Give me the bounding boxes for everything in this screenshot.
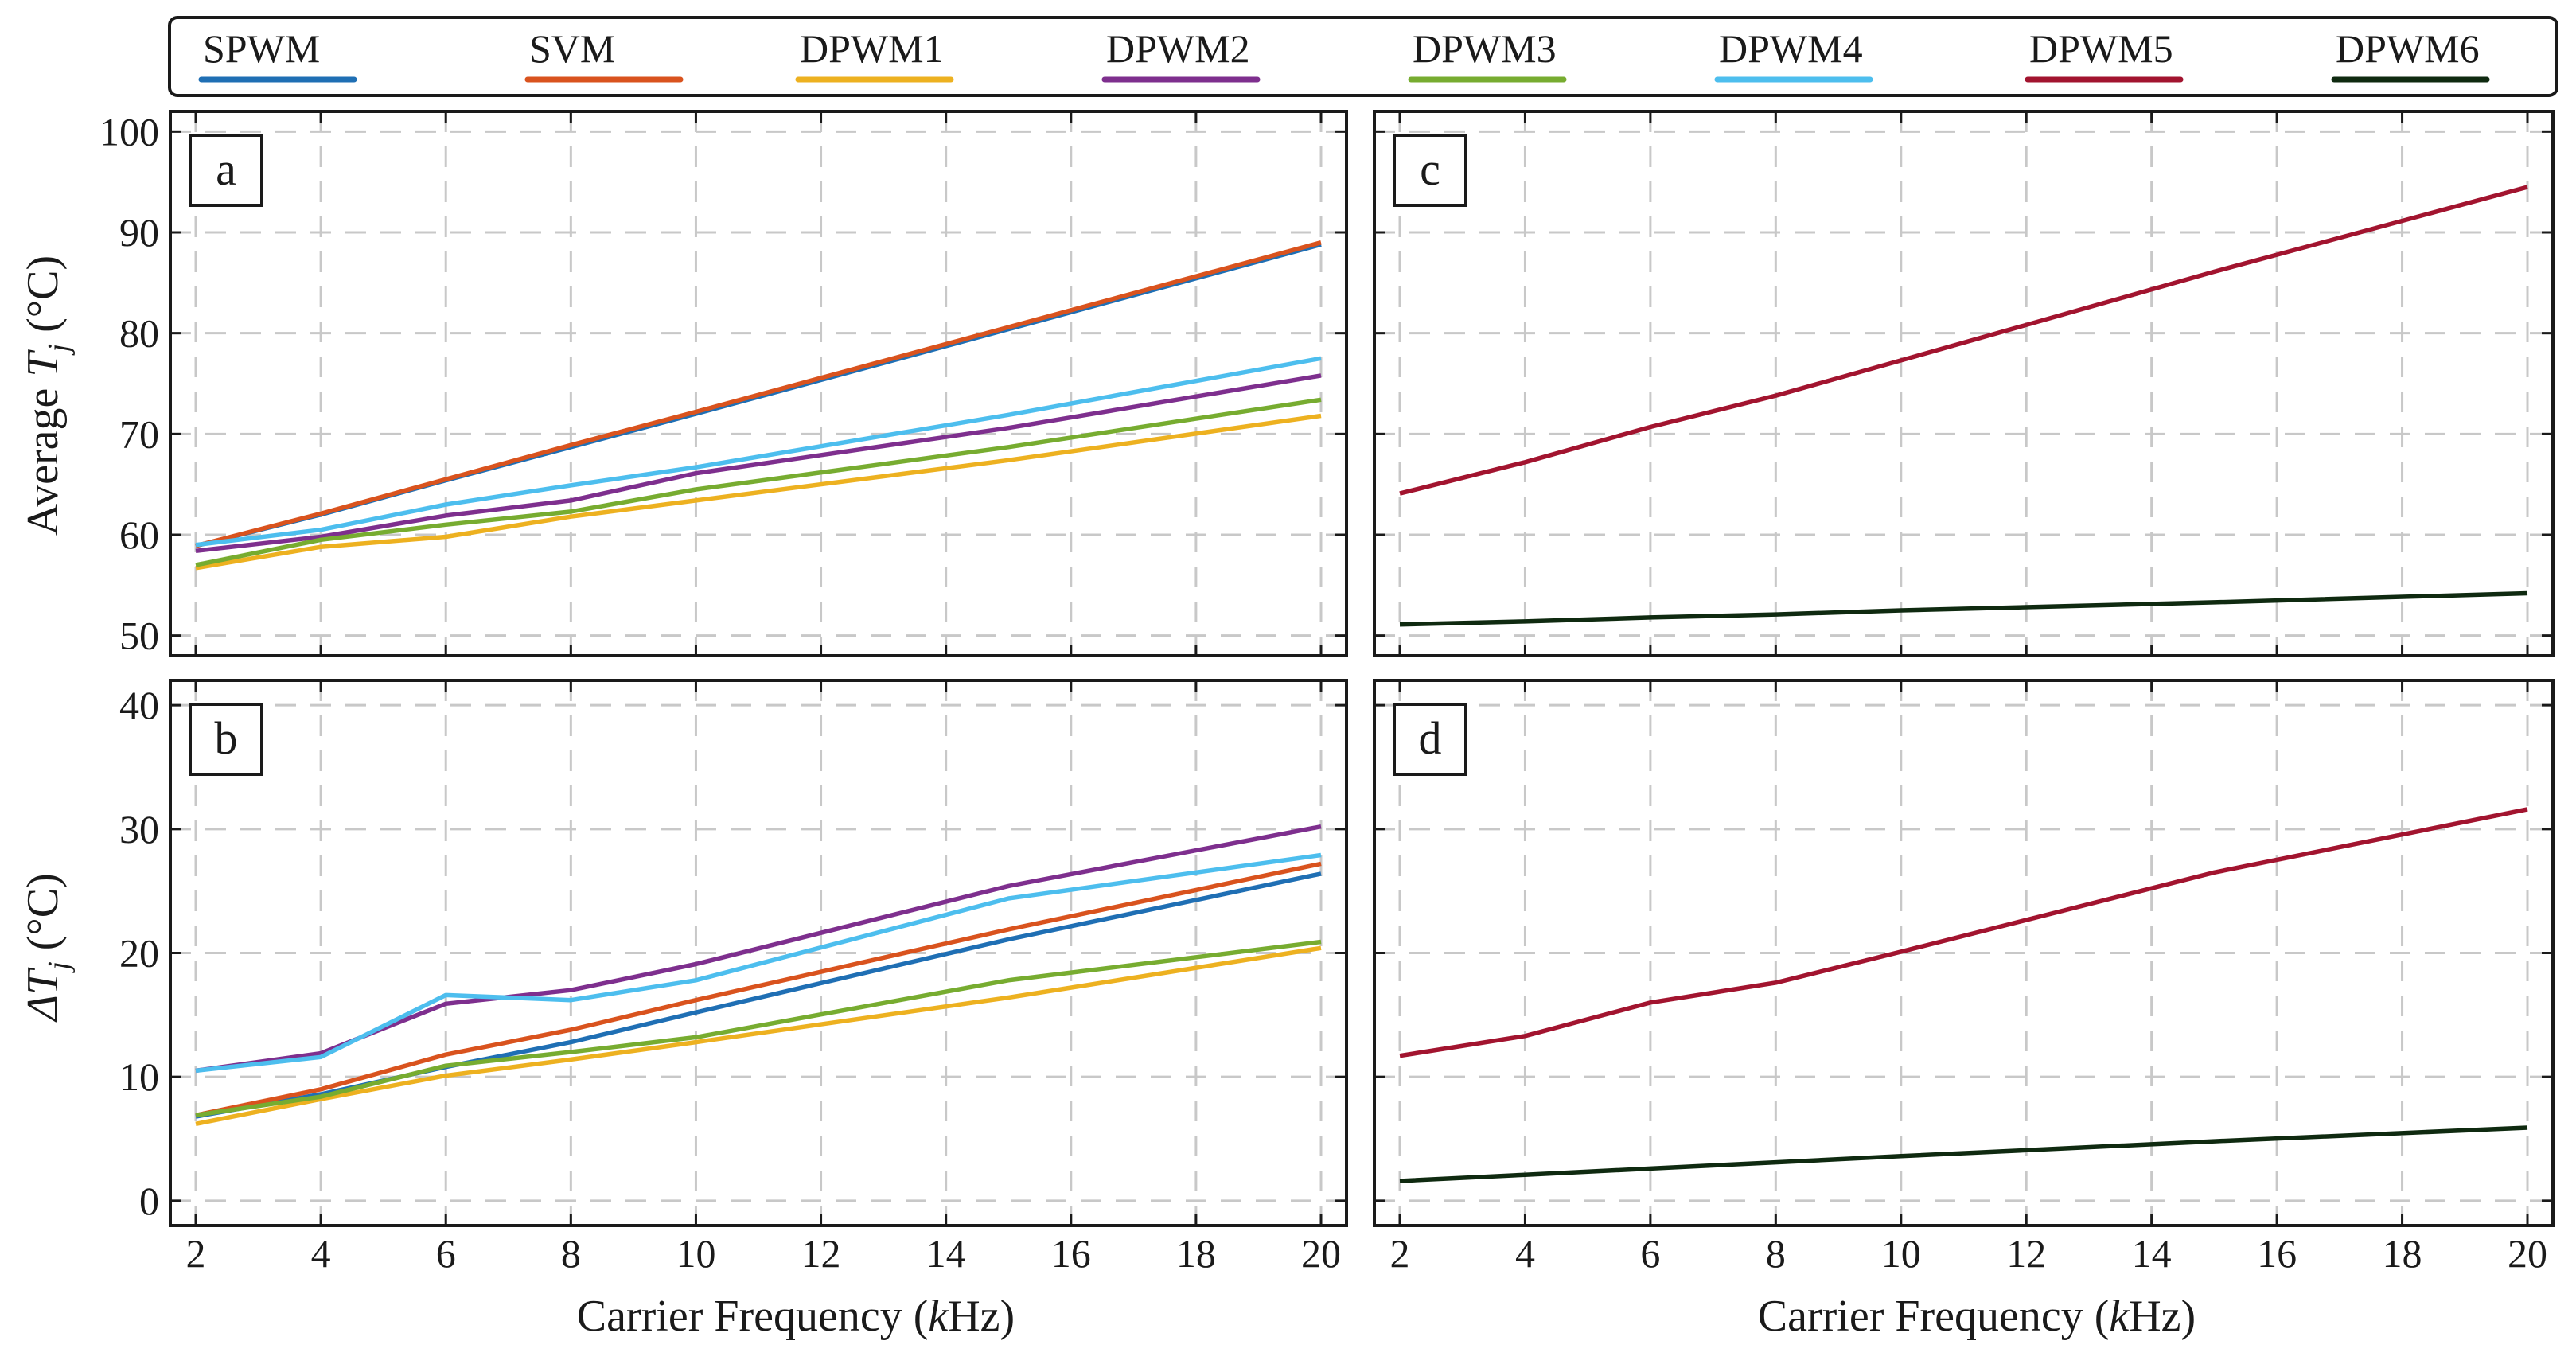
x-tick-label: 12: [801, 1231, 841, 1276]
panel-letter-box: [1393, 703, 1467, 776]
panel-letter-box: [1393, 134, 1467, 207]
legend: SPWM SVM DPWM1 DPWM2 DPWM3 DPWM4 DPWM5 DPWM6: [168, 16, 2558, 97]
x-tick-label: 2: [1390, 1231, 1410, 1276]
y-tick-label: 40: [119, 683, 159, 727]
legend-item-dpwm1: DPWM1: [795, 26, 954, 83]
legend-label: DPWM1: [800, 26, 944, 71]
legend-label: DPWM6: [2336, 26, 2480, 71]
xlabel-right-prefix: Carrier Frequency (: [1758, 1292, 2110, 1341]
xlabel-left-k: k: [928, 1292, 949, 1341]
y-tick-label: 0: [139, 1179, 159, 1223]
legend-item-dpwm5: DPWM5: [2025, 26, 2184, 83]
legend-item-spwm: SPWM: [198, 26, 357, 83]
panel-frame: [1373, 110, 2555, 657]
y-axis-title-top: Average Tj (°C): [18, 255, 76, 536]
series-line-dpwm6: [1399, 590, 2528, 627]
panel-frame: [169, 110, 1348, 657]
y-tick-label: 70: [119, 411, 159, 456]
y-axis-title-bottom: ΔTj (°C): [18, 873, 76, 1023]
legend-item-dpwm4: DPWM4: [1714, 26, 1873, 83]
legend-label: DPWM2: [1106, 26, 1250, 71]
y-tick-label: 20: [119, 931, 159, 976]
panels: 50 60 70 80 90 100 a 2 4 6 8 10 12 14 16 18 20 0 10 20 30 40 b…: [99, 109, 2555, 1276]
series-line-dpwm4: [195, 356, 1322, 548]
legend-item-dpwm3: DPWM3: [1408, 26, 1567, 83]
legend-box: [168, 16, 2558, 97]
x-tick-label: 10: [676, 1231, 715, 1276]
x-tick-label: 16: [1051, 1231, 1091, 1276]
panel-frame: [1373, 679, 2555, 1227]
series-line-dpwm4: [195, 852, 1322, 1074]
ylabel-bottom-symbol: ΔT: [18, 967, 68, 1023]
x-tick-label: 10: [1881, 1231, 1921, 1276]
x-tick-label: 4: [1515, 1231, 1535, 1276]
x-tick-label: 8: [561, 1231, 581, 1276]
legend-label: DPWM4: [1719, 26, 1863, 71]
ylabel-bottom-unit: (°C): [18, 873, 68, 961]
panel-letter: b: [215, 712, 238, 764]
series-line-dpwm2: [195, 373, 1322, 554]
xlabel-right-suffix: Hz): [2129, 1292, 2196, 1341]
y-tick-label: 80: [119, 311, 159, 356]
panel-frame: [169, 679, 1348, 1227]
x-tick-label: 20: [2508, 1231, 2547, 1276]
y-tick-label: 30: [119, 807, 159, 852]
panel-letter-box: [189, 703, 263, 776]
x-tick-label: 12: [2006, 1231, 2046, 1276]
x-tick-label: 8: [1766, 1231, 1786, 1276]
xlabel-right-k: k: [2109, 1292, 2130, 1341]
legend-label: SPWM: [203, 26, 320, 71]
y-tick-label: 100: [99, 109, 159, 154]
x-tick-label: 4: [311, 1231, 331, 1276]
panel-letter: c: [1420, 143, 1440, 195]
xlabel-left-prefix: Carrier Frequency (: [577, 1292, 929, 1341]
x-tick-label: 14: [2132, 1231, 2172, 1276]
panel-c: c: [1373, 110, 2555, 657]
x-tick-label: 18: [2383, 1231, 2422, 1276]
legend-label: DPWM5: [2029, 26, 2173, 71]
x-axis-title-right: Carrier Frequency (kHz): [1758, 1292, 2196, 1341]
x-tick-label: 14: [926, 1231, 966, 1276]
panel-a: 50 60 70 80 90 100 a: [99, 109, 1348, 658]
y-tick-label: 50: [119, 614, 159, 658]
x-tick-label: 6: [1640, 1231, 1660, 1276]
ylabel-top-symbol: T: [18, 349, 68, 377]
axis-labels: Average Tj (°C) ΔTj (°C) Carrier Frequen…: [18, 255, 2196, 1341]
legend-item-dpwm6: DPWM6: [2331, 26, 2490, 83]
panel-b: 2 4 6 8 10 12 14 16 18 20 0 10 20 30 40 b: [119, 679, 1348, 1276]
series-line-dpwm3: [195, 939, 1322, 1118]
series-line-spwm: [195, 871, 1322, 1119]
x-tick-label: 20: [1301, 1231, 1341, 1276]
series-line-dpwm1: [195, 945, 1322, 1126]
y-tick-label: 60: [119, 512, 159, 557]
series-line-dpwm5: [1399, 807, 2528, 1058]
legend-item-dpwm2: DPWM2: [1101, 26, 1261, 83]
x-tick-label: 6: [436, 1231, 456, 1276]
ylabel-top-prefix: Average: [18, 377, 68, 536]
x-tick-label: 18: [1176, 1231, 1216, 1276]
series-line-dpwm3: [195, 397, 1322, 567]
legend-label: SVM: [529, 26, 615, 71]
x-tick-label: 16: [2257, 1231, 2297, 1276]
series-line-svm: [195, 861, 1322, 1118]
panel-letter: a: [216, 143, 236, 195]
ylabel-top-unit: (°C): [18, 255, 68, 344]
series-line-svm: [195, 240, 1322, 548]
series-line-dpwm6: [1399, 1125, 2528, 1183]
panel-d: 2 4 6 8 10 12 14 16 18 20 d: [1373, 679, 2555, 1276]
series-line-dpwm5: [1399, 185, 2528, 496]
series-line-dpwm1: [195, 413, 1322, 571]
legend-label: DPWM3: [1413, 26, 1557, 71]
x-tick-label: 2: [186, 1231, 206, 1276]
legend-item-svm: SVM: [524, 26, 684, 83]
x-axis-title-left: Carrier Frequency (kHz): [577, 1292, 1015, 1341]
y-tick-label: 90: [119, 210, 159, 255]
y-tick-label: 10: [119, 1054, 159, 1099]
series-line-dpwm2: [195, 824, 1322, 1074]
xlabel-left-suffix: Hz): [948, 1292, 1015, 1341]
panel-letter: d: [1419, 712, 1442, 764]
panel-letter-box: [189, 134, 263, 207]
